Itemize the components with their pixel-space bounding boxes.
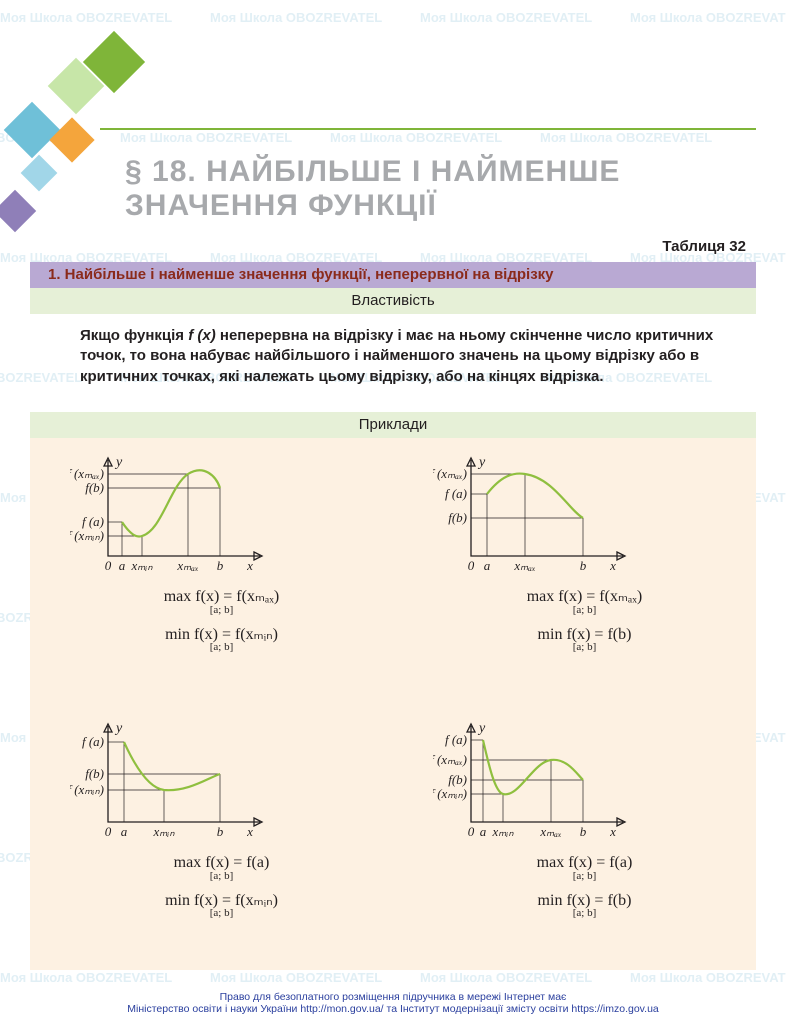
section-title: § 18. НАЙБІЛЬШЕ І НАЙМЕНШЕ ЗНАЧЕННЯ ФУНК… xyxy=(125,155,620,222)
prop-pre: Якщо функція xyxy=(80,327,188,344)
svg-text:f(b): f(b) xyxy=(85,766,104,781)
svg-text:f(b): f(b) xyxy=(85,480,104,495)
examples-grid: y f (xₘₐₓ)f(b)f (a)f (xₘᵢₙ)0axₘᵢₙxₘₐₓbx … xyxy=(30,438,756,970)
svg-text:x: x xyxy=(609,824,616,839)
chart-2: y f (xₘₐₓ) f (a) f(b) 0a xₘₐₓ b x xyxy=(433,456,693,586)
title-line1: НАЙБІЛЬШЕ І НАЙМЕНШЕ xyxy=(206,155,620,188)
example-4: y f (a)f (xₘₐₓ)f (xₘᵢₙ)f(b)0axₘᵢₙxₘₐₓbx … xyxy=(393,704,756,970)
svg-text:y: y xyxy=(114,722,123,736)
svg-text:f (a): f (a) xyxy=(82,514,104,529)
svg-text:x: x xyxy=(609,558,616,573)
footer-credits: Право для безоплатного розміщення підруч… xyxy=(0,991,786,1016)
svg-text:xₘₐₓ: xₘₐₓ xyxy=(176,558,199,573)
svg-text:b: b xyxy=(580,558,587,573)
svg-text:f (a): f (a) xyxy=(82,734,104,749)
svg-text:a: a xyxy=(480,824,487,839)
svg-text:b: b xyxy=(217,824,224,839)
svg-text:f (xₘₐₓ): f (xₘₐₓ) xyxy=(433,752,467,767)
title-line2: ЗНАЧЕННЯ ФУНКЦІЇ xyxy=(125,189,437,222)
formula-min-2: min f(x) = f(b)[a; b] xyxy=(433,626,736,654)
svg-text:y: y xyxy=(477,456,486,470)
chart-1: y f (xₘₐₓ)f(b) f (a)f (xₘᵢₙ)0axₘᵢₙ xₘₐₓ b x xyxy=(70,456,330,586)
property-label: Властивість xyxy=(30,288,756,314)
example-1: y f (xₘₐₓ)f(b)f (a)f (xₘᵢₙ)0axₘᵢₙxₘₐₓbx … xyxy=(30,438,393,704)
svg-text:0: 0 xyxy=(468,558,475,573)
chart-3: y f (a) f(b)f (xₘᵢₙ) 0a xₘᵢₙ b x xyxy=(70,722,330,852)
svg-text:0: 0 xyxy=(468,824,475,839)
svg-text:f (a): f (a) xyxy=(445,732,467,747)
topic-bar: 1. Найбільше і найменше значення функції… xyxy=(30,262,756,288)
svg-text:y: y xyxy=(477,722,486,736)
svg-text:f (xₘₐₓ): f (xₘₐₓ) xyxy=(433,466,467,481)
svg-text:xₘₐₓ: xₘₐₓ xyxy=(513,558,536,573)
svg-text:y: y xyxy=(114,456,123,470)
svg-text:xₘᵢₙ: xₘᵢₙ xyxy=(130,558,153,573)
chart-4: y f (a) f (xₘₐₓ) f (xₘᵢₙ)f(b) 0axₘᵢₙ xₘₐₓ b x xyxy=(433,722,693,852)
svg-text:x: x xyxy=(246,824,253,839)
svg-text:f (xₘₐₓ): f (xₘₐₓ) xyxy=(70,466,104,481)
property-paragraph: Якщо функція f (x) неперервна на відрізк… xyxy=(80,326,726,387)
formula-max-3: max f(x) = f(a)[a; b] xyxy=(70,854,373,882)
example-2: y f (xₘₐₓ) f (a) f(b) 0a xₘₐₓ b x max f(x) = f… xyxy=(393,438,756,704)
top-rule xyxy=(100,128,756,130)
svg-text:x: x xyxy=(246,558,253,573)
formula-min-3: min f(x) = f(xₘᵢₙ)[a; b] xyxy=(70,892,373,920)
formula-min-1: min f(x) = f(xₘᵢₙ)[a; b] xyxy=(70,626,373,654)
formula-max-1: max f(x) = f(xₘₐₓ)[a; b] xyxy=(70,588,373,616)
svg-text:f(b): f(b) xyxy=(448,510,467,525)
formula-max-4: max f(x) = f(a)[a; b] xyxy=(433,854,736,882)
svg-text:a: a xyxy=(484,558,491,573)
svg-text:xₘᵢₙ: xₘᵢₙ xyxy=(152,824,175,839)
svg-text:xₘₐₓ: xₘₐₓ xyxy=(539,824,562,839)
formula-max-2: max f(x) = f(xₘₐₓ)[a; b] xyxy=(433,588,736,616)
table-number: Таблиця 32 xyxy=(662,238,746,255)
svg-text:f (xₘᵢₙ): f (xₘᵢₙ) xyxy=(433,786,467,801)
footer-l2: Міністерство освіти і науки України http… xyxy=(127,1003,659,1015)
svg-text:f(b): f(b) xyxy=(448,772,467,787)
formula-min-4: min f(x) = f(b)[a; b] xyxy=(433,892,736,920)
svg-text:a: a xyxy=(121,824,128,839)
svg-text:0: 0 xyxy=(105,824,112,839)
example-3: y f (a) f(b)f (xₘᵢₙ) 0a xₘᵢₙ b x max f(x) = f… xyxy=(30,704,393,970)
prop-fx: f (x) xyxy=(188,327,216,344)
examples-label: Приклади xyxy=(30,412,756,438)
svg-text:0: 0 xyxy=(105,558,112,573)
svg-text:f (xₘᵢₙ): f (xₘᵢₙ) xyxy=(70,528,104,543)
svg-text:b: b xyxy=(580,824,587,839)
svg-text:f (xₘᵢₙ): f (xₘᵢₙ) xyxy=(70,782,104,797)
svg-text:f (a): f (a) xyxy=(445,486,467,501)
section-number: § 18. xyxy=(125,155,197,188)
footer-l1: Право для безоплатного розміщення підруч… xyxy=(220,991,567,1003)
svg-text:a: a xyxy=(119,558,126,573)
svg-text:xₘᵢₙ: xₘᵢₙ xyxy=(491,824,514,839)
svg-text:b: b xyxy=(217,558,224,573)
